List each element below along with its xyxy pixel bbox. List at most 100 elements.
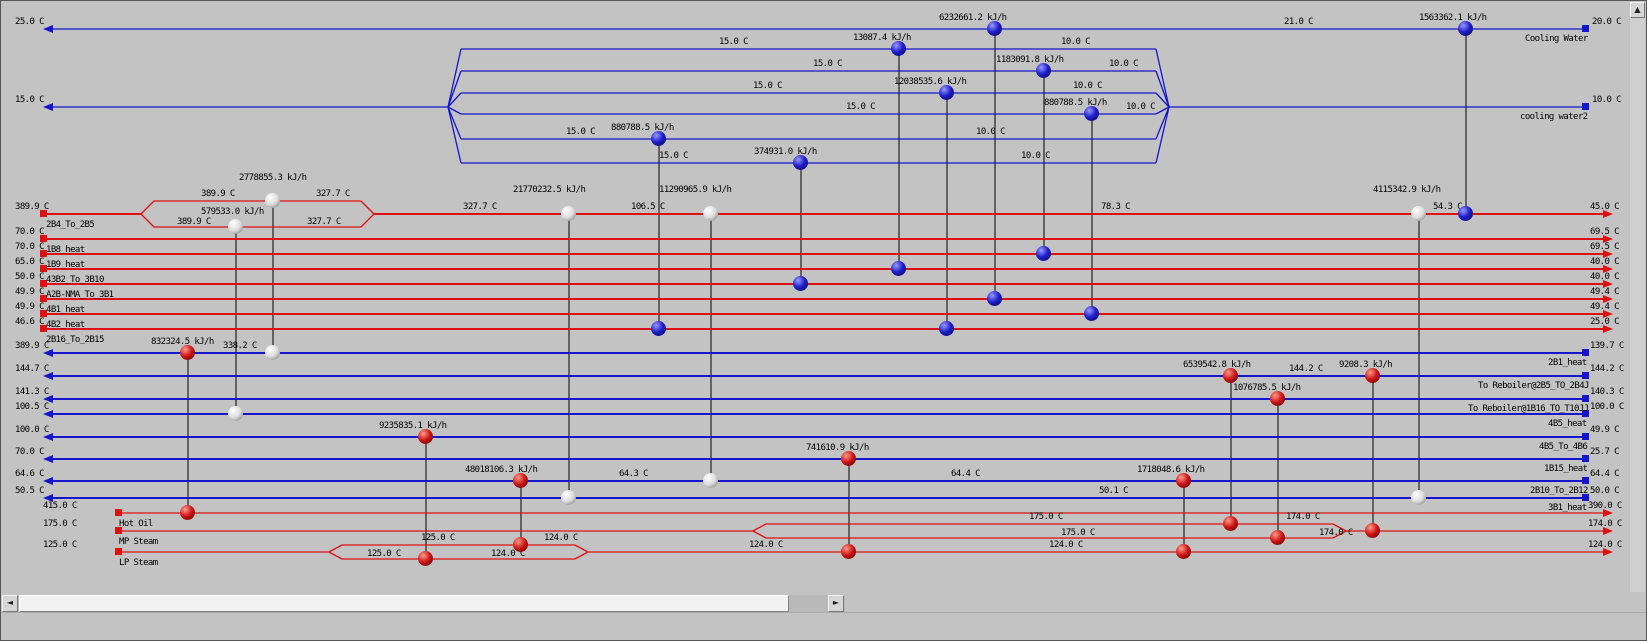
temp-label: 64.4 C	[1590, 469, 1620, 479]
scroll-left-icon: ◄	[6, 598, 14, 607]
stream-arrow-right-mp-steam	[1603, 527, 1613, 535]
exchanger-heater-icon[interactable]	[1270, 391, 1285, 406]
stream-arrow-right-H8	[1603, 325, 1613, 333]
exchanger-process-icon[interactable]	[561, 206, 576, 221]
temp-label: 50.1 C	[1099, 486, 1129, 496]
temp-label: 25.0 C	[15, 17, 45, 27]
temp-label: 10.0 C	[976, 127, 1006, 137]
exchanger-cooler-icon[interactable]	[793, 276, 808, 291]
exchanger-cooler-icon[interactable]	[1036, 63, 1051, 78]
temp-label: 10.0 C	[1073, 81, 1103, 91]
temp-label: 390.0 C	[1588, 501, 1622, 511]
exchanger-process-icon[interactable]	[703, 473, 718, 488]
temp-label: 327.7 C	[463, 202, 497, 212]
stream-arrow-left-B6	[43, 455, 53, 463]
stream-endpoint-H8	[40, 325, 47, 332]
exchanger-cooler-icon[interactable]	[1084, 106, 1099, 121]
duty-label: 579533.0 kJ/h	[201, 207, 264, 217]
split-bracket-mp-steam	[752, 523, 767, 532]
temp-label: 70.0 C	[15, 227, 45, 237]
stream-name: 43B2_To_3B10	[46, 275, 104, 285]
temp-label: 140.3 C	[1590, 387, 1624, 397]
exchanger-heater-icon[interactable]	[1223, 368, 1238, 383]
exchanger-heater-icon[interactable]	[1365, 368, 1380, 383]
stream-arrow-right-H2	[1603, 235, 1613, 243]
temp-label: 70.0 C	[15, 242, 45, 252]
exchanger-heater-icon[interactable]	[418, 429, 433, 444]
duty-label: 832324.5 kJ/h	[151, 337, 214, 347]
temp-label: 125.0 C	[421, 533, 455, 543]
temp-label: 45.0 C	[1590, 202, 1620, 212]
exchanger-process-icon[interactable]	[228, 219, 243, 234]
stream-name: Hot Oil	[119, 519, 153, 529]
stream-name: 3B1_heat	[1548, 503, 1587, 513]
exchanger-heater-icon[interactable]	[1223, 516, 1238, 531]
scroll-up-button[interactable]: ▲	[1630, 2, 1645, 18]
stream-arrow-left-B5	[43, 433, 53, 441]
split-bracket-cooling-water2	[1155, 106, 1170, 140]
stream-endpoint-B5	[1582, 433, 1589, 440]
temp-label: 50.0 C	[1590, 486, 1620, 496]
exchanger-cooler-icon[interactable]	[891, 41, 906, 56]
exchanger-cooler-icon[interactable]	[1084, 306, 1099, 321]
split-bracket-cooling-water2	[1155, 106, 1170, 164]
exchanger-cooler-icon[interactable]	[793, 155, 808, 170]
exchanger-process-icon[interactable]	[265, 345, 280, 360]
scroll-left-button[interactable]: ◄	[2, 595, 18, 612]
exchanger-heater-icon[interactable]	[418, 551, 433, 566]
exchanger-cooler-icon[interactable]	[651, 131, 666, 146]
horizontal-scrollbar[interactable]: ◄ ►	[2, 595, 845, 612]
duty-label: 880788.5 kJ/h	[1044, 98, 1107, 108]
exchanger-heater-icon[interactable]	[1176, 544, 1191, 559]
temp-label: 10.0 C	[1109, 59, 1139, 69]
duty-label: 4115342.9 kJ/h	[1373, 185, 1441, 195]
exchanger-cooler-icon[interactable]	[987, 291, 1002, 306]
duty-label: 2778855.3 kJ/h	[239, 173, 307, 183]
stream-endpoint-lp-steam	[115, 548, 122, 555]
exchanger-cooler-icon[interactable]	[1036, 246, 1051, 261]
temp-label: 64.6 C	[15, 469, 45, 479]
exchanger-heater-icon[interactable]	[180, 345, 195, 360]
exchanger-cooler-icon[interactable]	[987, 21, 1002, 36]
exchanger-heater-icon[interactable]	[513, 537, 528, 552]
temp-label: 70.0 C	[15, 447, 45, 457]
duty-label: 9208.3 kJ/h	[1339, 360, 1393, 370]
exchanger-cooler-icon[interactable]	[891, 261, 906, 276]
exchanger-cooler-icon[interactable]	[1458, 206, 1473, 221]
exchanger-heater-icon[interactable]	[1176, 473, 1191, 488]
exchanger-heater-icon[interactable]	[1270, 530, 1285, 545]
temp-label: 144.7 C	[15, 364, 49, 374]
exchanger-process-icon[interactable]	[265, 193, 280, 208]
split-bracket-lp-steam	[574, 551, 589, 560]
exchanger-cooler-icon[interactable]	[939, 85, 954, 100]
exchanger-process-icon[interactable]	[703, 206, 718, 221]
exchanger-heater-icon[interactable]	[841, 544, 856, 559]
horizontal-scrollbar-thumb[interactable]	[19, 595, 789, 612]
exchanger-heater-icon[interactable]	[180, 505, 195, 520]
scroll-right-button[interactable]: ►	[828, 595, 844, 612]
exchanger-process-icon[interactable]	[228, 406, 243, 421]
exchanger-process-icon[interactable]	[1411, 490, 1426, 505]
exchanger-cooler-icon[interactable]	[1458, 21, 1473, 36]
stream-endpoint-B7	[1582, 477, 1589, 484]
exchanger-process-icon[interactable]	[561, 490, 576, 505]
exchanger-heater-icon[interactable]	[513, 473, 528, 488]
scroll-right-icon: ►	[832, 598, 840, 607]
exchanger-cooler-icon[interactable]	[939, 321, 954, 336]
stream-endpoint-B3	[1582, 395, 1589, 402]
stream-arrow-left-B7	[43, 477, 53, 485]
stream-arrow-right-H1	[1603, 210, 1613, 218]
split-bracket-H1	[140, 200, 155, 215]
exchanger-heater-icon[interactable]	[841, 451, 856, 466]
exchanger-process-icon[interactable]	[1411, 206, 1426, 221]
split-bracket-H1	[360, 213, 375, 228]
exchanger-heater-icon[interactable]	[1365, 523, 1380, 538]
exchanger-cooler-icon[interactable]	[651, 321, 666, 336]
temp-label: 174.0 C	[1319, 528, 1353, 538]
temp-label: 139.7 C	[1590, 341, 1624, 351]
stream-name: MP Steam	[119, 537, 158, 547]
temp-label: 10.0 C	[1592, 95, 1622, 105]
duty-label: 1563362.1 kJ/h	[1419, 13, 1487, 23]
vertical-scrollbar[interactable]: ▲	[1630, 2, 1645, 592]
hen-grid-diagram: 25.0 C 21.0 C 20.0 C Cooling Water 15.0 C 10.…	[1, 1, 1646, 593]
